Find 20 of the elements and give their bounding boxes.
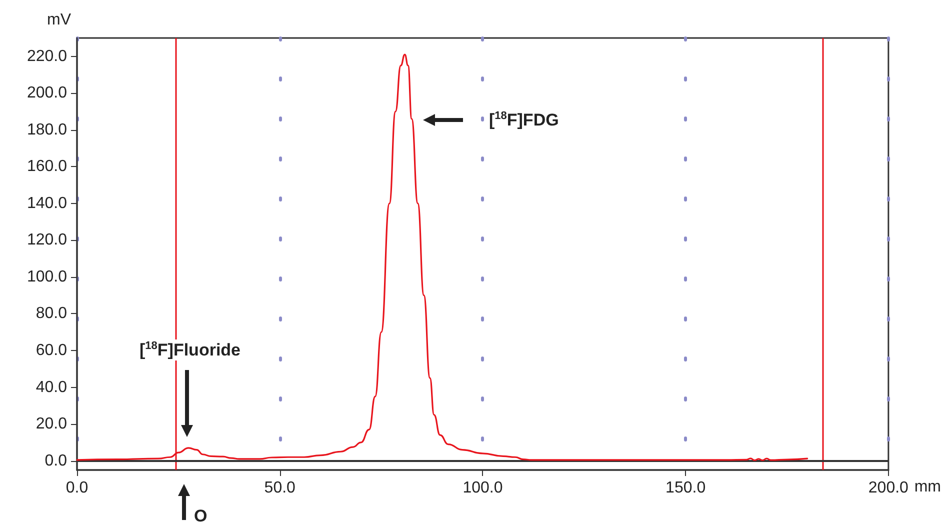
y-tick-label: 40.0 bbox=[36, 378, 68, 396]
y-tick-label: 180.0 bbox=[26, 121, 68, 138]
text: O bbox=[194, 506, 208, 524]
y-tick-label: 140.0 bbox=[26, 194, 68, 212]
y-tick-label: 60.0 bbox=[36, 342, 68, 360]
x-tick-label: 0.0 bbox=[66, 480, 88, 496]
y-tick-label: 160.0 bbox=[26, 158, 68, 176]
x-axis-title: mm bbox=[914, 478, 941, 496]
y-tick-label: 120.0 bbox=[26, 232, 68, 249]
x-tick-label: 200.0 bbox=[868, 480, 909, 496]
y-tick-label: 220.0 bbox=[26, 48, 68, 65]
y-tick-label: 100.0 bbox=[26, 268, 68, 286]
x-tick-label: 150.0 bbox=[666, 480, 706, 496]
y-tick-label: 200.0 bbox=[26, 84, 68, 102]
y-tick-label: 20.0 bbox=[36, 416, 68, 433]
y-tick-label: 80.0 bbox=[36, 305, 68, 322]
x-tick-label: 50.0 bbox=[264, 480, 296, 496]
x-tick-label: 100.0 bbox=[462, 480, 503, 496]
y-tick-label: 0.0 bbox=[44, 452, 68, 470]
y-axis-title: mV bbox=[47, 12, 72, 28]
